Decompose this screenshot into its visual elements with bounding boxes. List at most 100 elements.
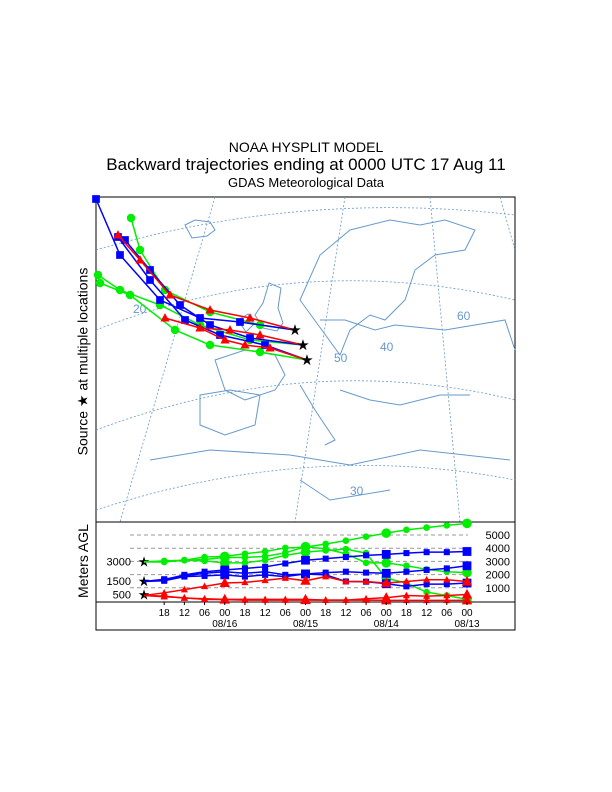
height-point bbox=[200, 594, 209, 602]
height-point bbox=[300, 575, 311, 585]
height-point bbox=[281, 574, 289, 581]
trajectory-marker bbox=[146, 266, 154, 274]
trajectory-marker bbox=[160, 313, 170, 322]
height-point bbox=[381, 594, 392, 605]
height-point bbox=[342, 537, 350, 544]
height-point bbox=[201, 572, 208, 579]
height-point bbox=[241, 559, 249, 567]
source-star-icon: ★ bbox=[296, 337, 309, 354]
x-tick-label: 18 bbox=[159, 608, 171, 619]
trajectories: ★★★ bbox=[92, 195, 314, 369]
coastlines bbox=[149, 219, 516, 501]
height-point bbox=[219, 558, 230, 568]
height-point bbox=[181, 556, 188, 564]
x-tick-label: 00 bbox=[300, 608, 312, 619]
trajectory-line bbox=[99, 282, 308, 361]
x-tick-label: 18 bbox=[239, 608, 251, 619]
trajectory-marker bbox=[205, 340, 215, 350]
height-point bbox=[180, 585, 188, 593]
data-source-title: GDAS Meteorological Data bbox=[227, 175, 385, 190]
trajectory-marker bbox=[165, 290, 175, 299]
height-point bbox=[363, 552, 370, 559]
height-point bbox=[362, 577, 370, 585]
height-point bbox=[342, 596, 350, 603]
height-point bbox=[261, 548, 269, 555]
x-tick-label: 18 bbox=[320, 608, 332, 619]
trajectory-marker bbox=[170, 325, 180, 335]
x-tick-label: 18 bbox=[401, 608, 413, 619]
trajectory-marker bbox=[245, 313, 255, 322]
trajectory-marker bbox=[125, 290, 135, 300]
height-point bbox=[261, 595, 269, 603]
height-point bbox=[381, 577, 392, 588]
height-point bbox=[300, 547, 311, 557]
trajectory-marker bbox=[255, 330, 265, 339]
height-point bbox=[423, 549, 430, 556]
trajectory-marker bbox=[95, 278, 105, 288]
trajectory-marker bbox=[156, 296, 164, 304]
height-point bbox=[462, 567, 472, 578]
height-point bbox=[300, 593, 311, 604]
height-point bbox=[403, 526, 410, 534]
grid-label-50: 50 bbox=[334, 351, 348, 365]
x-tick-label: 00 bbox=[381, 608, 393, 619]
grid-label-30: 30 bbox=[350, 484, 364, 498]
date-label: 08/14 bbox=[374, 619, 399, 630]
x-tick-label: 06 bbox=[441, 608, 453, 619]
trajectory-marker bbox=[205, 305, 215, 314]
height-point bbox=[443, 596, 451, 604]
grid-label-20: 20 bbox=[133, 302, 147, 316]
grid-label-60: 60 bbox=[457, 309, 471, 323]
x-tick-label: 00 bbox=[219, 608, 231, 619]
height-point bbox=[362, 533, 370, 541]
grid-labels: 20 30 40 50 60 bbox=[133, 302, 471, 498]
height-point bbox=[423, 575, 431, 583]
x-tick-label: 12 bbox=[340, 608, 352, 619]
trajectory-marker bbox=[236, 318, 244, 326]
date-label: 08/13 bbox=[454, 619, 479, 630]
height-point bbox=[261, 576, 269, 584]
trajectory-line bbox=[95, 198, 296, 331]
height-point bbox=[443, 591, 451, 599]
height-point bbox=[161, 577, 168, 584]
y-tick-label: 2000 bbox=[486, 570, 510, 582]
height-point bbox=[462, 547, 472, 556]
height-point bbox=[241, 565, 248, 572]
trajectory-marker bbox=[220, 335, 230, 344]
height-point bbox=[403, 568, 410, 575]
height-point bbox=[220, 570, 230, 580]
height-point bbox=[362, 596, 370, 603]
height-point bbox=[180, 594, 188, 601]
height-point bbox=[201, 557, 208, 565]
x-tick-label: 06 bbox=[199, 608, 211, 619]
start-height-label: 500 bbox=[113, 589, 131, 601]
height-point bbox=[423, 581, 430, 588]
height-point bbox=[443, 549, 450, 556]
height-point bbox=[402, 577, 411, 585]
y-tick-label: 4000 bbox=[486, 543, 510, 555]
height-point bbox=[362, 559, 370, 567]
trajectory-marker bbox=[216, 331, 224, 339]
height-point bbox=[262, 568, 269, 575]
trajectory-marker bbox=[195, 323, 205, 332]
height-point bbox=[461, 575, 473, 586]
height-point bbox=[342, 545, 350, 553]
start-height-label: 1500 bbox=[107, 576, 131, 588]
source-star-icon: ★ bbox=[288, 322, 301, 339]
height-point bbox=[423, 524, 430, 531]
trajectory-marker bbox=[181, 316, 189, 324]
trajectory-line bbox=[117, 234, 296, 331]
height-point bbox=[301, 555, 310, 565]
trajectory-marker bbox=[92, 195, 100, 203]
trajectory-marker bbox=[261, 341, 269, 349]
height-point bbox=[381, 550, 391, 559]
chart-title: Backward trajectories ending at 0000 UTC… bbox=[106, 155, 506, 174]
height-point bbox=[181, 573, 188, 580]
height-point bbox=[462, 561, 472, 571]
trajectory-marker bbox=[121, 236, 129, 244]
height-point bbox=[381, 568, 391, 578]
model-title: NOAA HYSPLIT MODEL bbox=[228, 139, 384, 155]
height-point bbox=[381, 528, 392, 538]
